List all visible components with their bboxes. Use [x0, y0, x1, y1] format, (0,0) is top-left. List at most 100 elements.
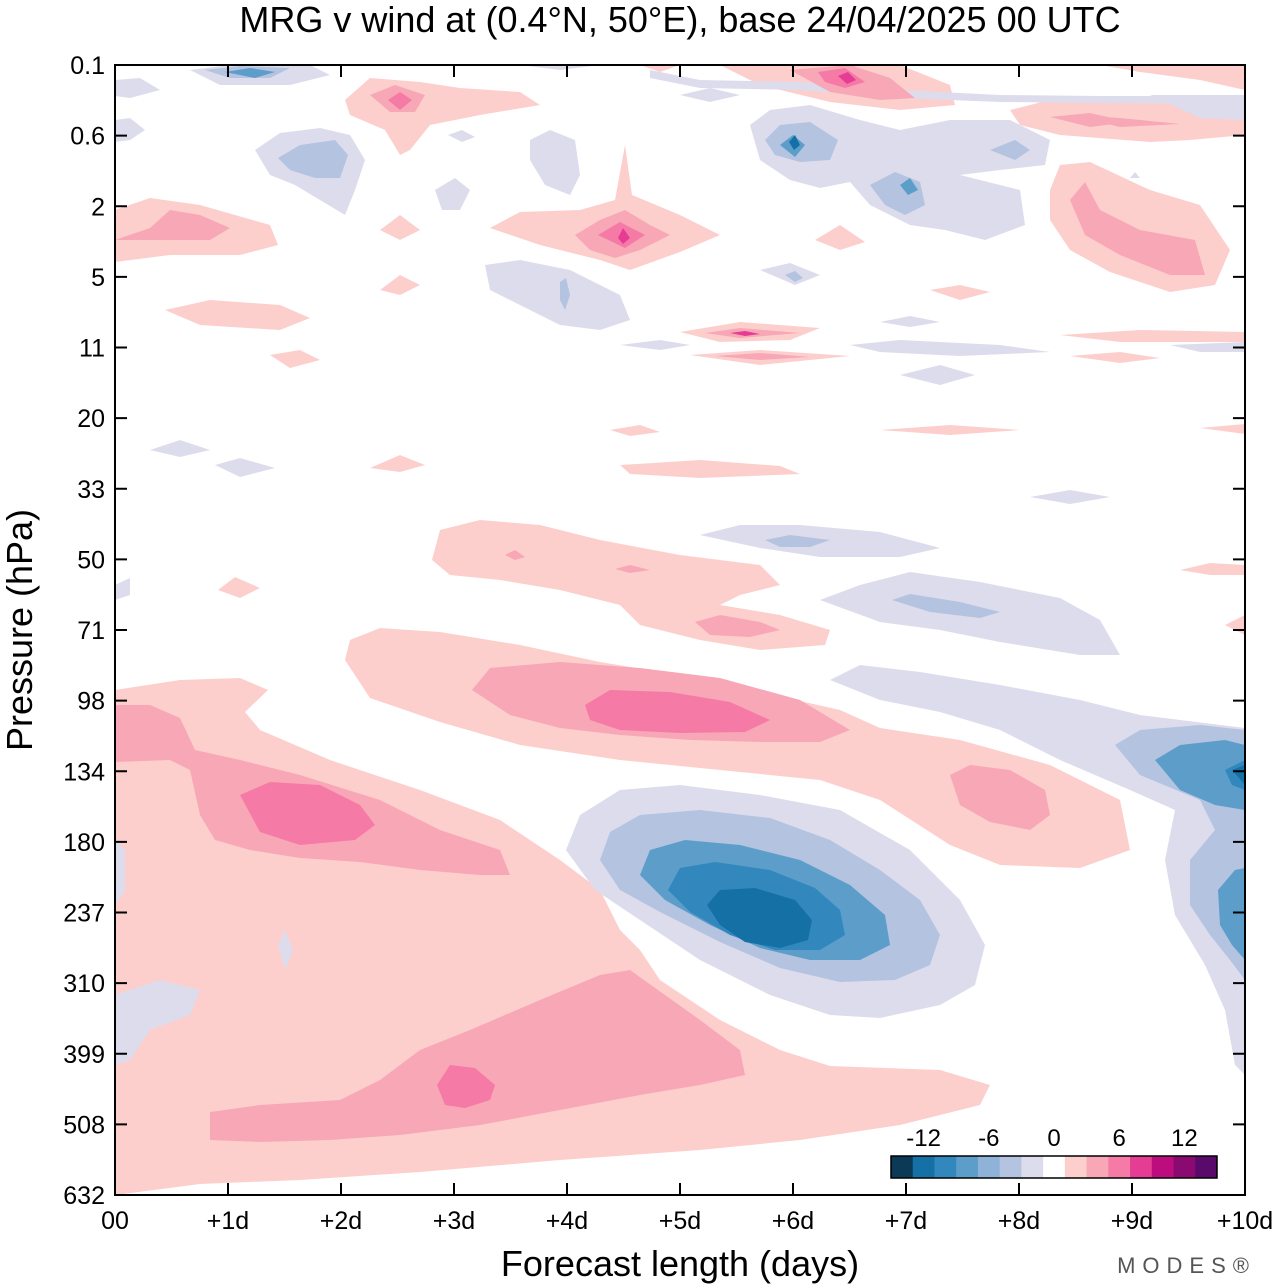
- contour-field: [115, 65, 1245, 1195]
- contour-pos-right-134: [950, 765, 1050, 830]
- contour-neg-left-mid: [115, 840, 125, 905]
- contour-neg-strat-spot2: [1130, 172, 1140, 178]
- contour-neg-11hpa-b: [850, 340, 1050, 356]
- contour-neg-strat-left-06: [115, 118, 145, 142]
- colorbar-swatch: [1173, 1156, 1196, 1178]
- colorbar-swatch: [1043, 1156, 1066, 1178]
- contour-neg-strat-big-2: [765, 122, 838, 162]
- colorbar-swatch: [956, 1156, 979, 1178]
- x-axis: 00 +1d +2d +3d +4d +5d +6d +7d +8d +9d +10d: [101, 65, 1273, 1235]
- x-tick-label: +8d: [998, 1207, 1040, 1235]
- y-tick-label: 632: [63, 1182, 105, 1210]
- contour-neg-right-core: [1232, 765, 1245, 785]
- contour-neg-20hpa-b: [215, 458, 275, 477]
- contour-neg-strat-left-2: [278, 140, 348, 178]
- x-tick-label: +6d: [772, 1207, 814, 1235]
- chart-title: MRG v wind at (0.4°N, 50°E), base 24/04/…: [239, 0, 1120, 40]
- contour-pos-5hpa-strip: [165, 300, 310, 330]
- x-axis-label: Forecast length (days): [501, 1243, 859, 1284]
- brand-label: MODES®: [1117, 1253, 1256, 1278]
- contour-neg-strat-top2: [520, 65, 600, 70]
- y-axis-label: Pressure (hPa): [0, 509, 40, 751]
- contour-neg-strat-left-3: [225, 68, 275, 78]
- contour-neg-strat-core: [789, 135, 800, 150]
- contour-pos-50hpa-spot: [505, 550, 525, 560]
- contour-pos-strat-topright-peak: [838, 72, 856, 84]
- contour-pos-11hpa-peak: [730, 331, 760, 336]
- contour-neg-left-50: [115, 578, 130, 600]
- contour-pos-71hpa-right: [1225, 615, 1245, 635]
- y-tick-label: 134: [63, 758, 105, 786]
- contour-neg-spot: [278, 930, 293, 970]
- contour-neg-5hpa-right-inner: [785, 271, 803, 282]
- colorbar-tick-label: 6: [1113, 1125, 1126, 1152]
- colorbar-swatch: [1086, 1156, 1109, 1178]
- colorbar: -12 -6 0 6 12: [890, 1125, 1218, 1179]
- colorbar-swatch: [999, 1156, 1022, 1178]
- x-tick-label: 00: [101, 1207, 129, 1235]
- contour-pos-strat-topmid-core: [388, 92, 412, 110]
- contour-neg-strat-big-4: [990, 140, 1030, 160]
- contour-neg-strat-a: [680, 88, 740, 102]
- y-tick-label: 5: [91, 264, 105, 292]
- colorbar-tick-label: -6: [978, 1125, 999, 1152]
- contour-neg-50hpa-inner: [765, 535, 830, 547]
- contour-pos-strat-right2-inner: [1070, 182, 1205, 275]
- contour-pos-11hpa-strip2: [715, 353, 810, 360]
- contour-pos-33hpa: [370, 455, 425, 472]
- colorbar-frame: [890, 1155, 1218, 1179]
- contour-pos-strat-right-line: [1070, 115, 1180, 127]
- contour-pos-strat-center-peak: [618, 228, 630, 244]
- contour-neg-strat-spot: [435, 178, 470, 210]
- contour-neg-11hpa-a: [900, 365, 975, 385]
- contour-pos-71hpa-inner: [695, 615, 780, 637]
- contour-pos-11hpa-c: [270, 350, 320, 368]
- contour-pos-left-band-core: [240, 782, 375, 845]
- x-tick-label: +1d: [207, 1207, 249, 1235]
- contour-neg-strat-mid: [530, 130, 580, 195]
- contour-pos-33hpa-strip: [620, 460, 800, 478]
- contour-neg-strat-left-top: [115, 78, 160, 98]
- contour-pos-lower-mid: [210, 970, 745, 1142]
- contour-pos-50hpa-spot2: [615, 565, 650, 573]
- y-tick-label: 50: [77, 546, 105, 574]
- contour-pos-upper-band-core: [585, 690, 770, 733]
- contour-neg-5hpa-inner: [560, 278, 570, 310]
- y-tick-label: 11: [79, 335, 105, 363]
- contour-pos-top-mid: [640, 65, 680, 72]
- contour-pos-2hpa-mid: [815, 225, 865, 250]
- contour-neg-11hpa-c: [880, 316, 940, 327]
- contour-pos-strat-topedge: [1100, 65, 1245, 90]
- colorbar-tick-label: 12: [1171, 1125, 1198, 1152]
- colorbar-swatch: [1021, 1156, 1044, 1178]
- y-tick-label: 98: [77, 688, 105, 716]
- contour-pos-20hpa: [610, 425, 660, 436]
- contour-neg-strat-big-6: [900, 178, 918, 195]
- x-tick-label: +3d: [433, 1207, 475, 1235]
- contour-neg-33hpa: [1030, 490, 1110, 504]
- colorbar-swatch: [912, 1156, 935, 1178]
- colorbar-swatch: [891, 1156, 914, 1178]
- contour-pos-20hpa-right: [880, 425, 1020, 435]
- contour-neg-5hpa-center: [485, 260, 630, 330]
- y-tick-label: 508: [63, 1111, 105, 1139]
- contour-neg-left-lower: [115, 980, 200, 1065]
- y-tick-label: 0.1: [70, 52, 105, 80]
- contour-pos-11hpa-d: [1060, 330, 1245, 342]
- colorbar-tick-label: -12: [906, 1125, 941, 1152]
- y-axis: 0.1 0.6 2 5 11 20 33 50 71 98 134 180 237 310 399 508 63…: [63, 52, 1245, 1210]
- contour-pos-5hpa-left: [380, 275, 420, 295]
- x-tick-label: +9d: [1111, 1207, 1153, 1235]
- contour-pos-2hpa-left: [380, 215, 420, 240]
- colorbar-tick-label: 0: [1047, 1125, 1060, 1152]
- contour-pos-5hpa-right: [930, 285, 990, 300]
- contour-neg-20hpa: [150, 440, 210, 457]
- contour-neg-strat-mini: [448, 130, 475, 142]
- colorbar-swatch: [1108, 1156, 1131, 1178]
- contour-pos-lower-core: [437, 1065, 495, 1108]
- contour-neg-right-3: [1155, 740, 1245, 810]
- y-tick-label: 33: [77, 476, 105, 504]
- contour-pos-small-50: [218, 577, 260, 598]
- contour-pos-20hpa-far: [1200, 424, 1245, 434]
- y-tick-label: 71: [77, 617, 105, 645]
